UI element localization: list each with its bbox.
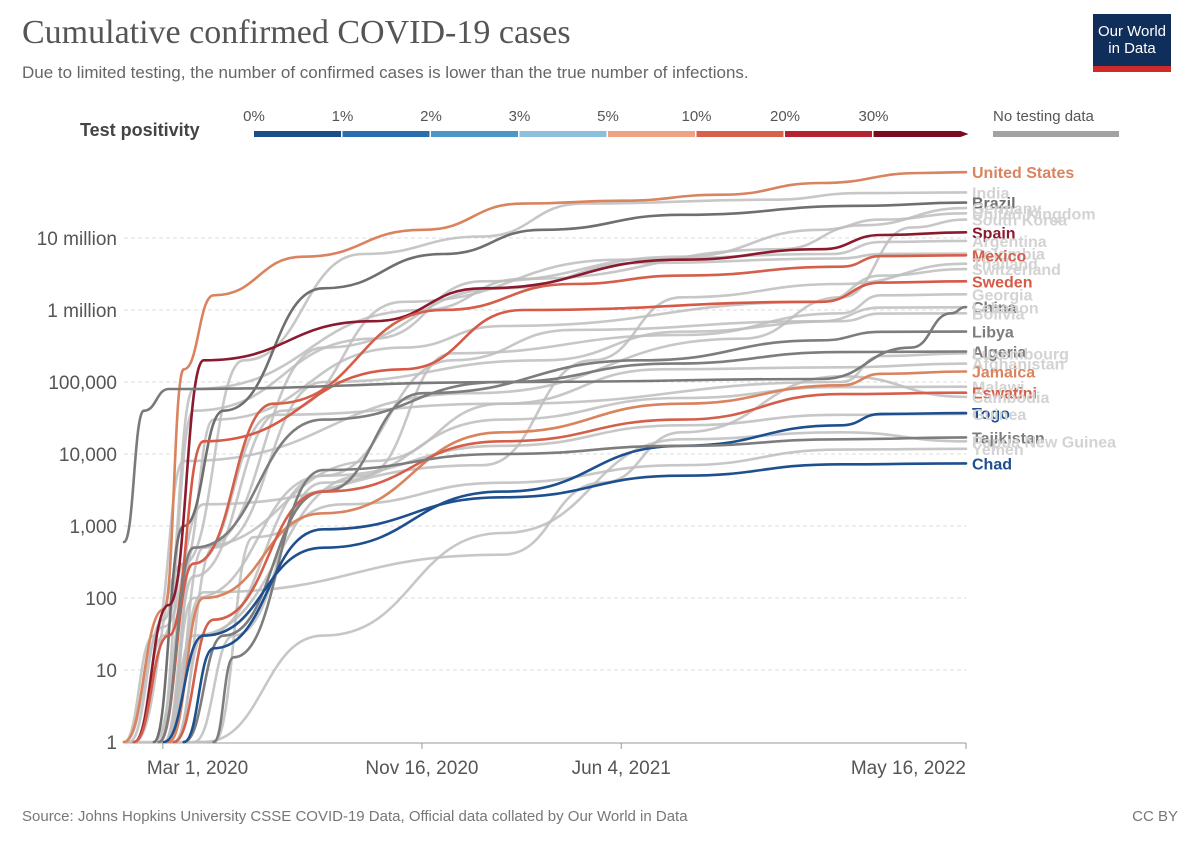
series-end-label[interactable]: Lebanon xyxy=(972,300,1039,317)
series-line[interactable] xyxy=(162,293,968,744)
y-tick-label: 1 xyxy=(106,733,117,754)
series-line[interactable] xyxy=(157,350,968,744)
legend-title: Test positivity xyxy=(80,120,200,140)
series-end-label[interactable]: Germany xyxy=(972,201,1041,218)
series-line[interactable] xyxy=(172,391,968,744)
series-end-label[interactable]: Colombia xyxy=(972,246,1045,263)
legend-tick-label: 30% xyxy=(858,108,888,125)
y-tick-label: 10,000 xyxy=(59,445,117,466)
series-line[interactable] xyxy=(212,436,968,744)
series-end-label[interactable]: Algeria xyxy=(972,345,1026,362)
y-tick-label: 100,000 xyxy=(48,373,117,394)
series-end-label[interactable]: Chad xyxy=(972,456,1012,473)
series-line[interactable] xyxy=(132,231,968,744)
series-end-label[interactable]: Brazil xyxy=(972,196,1016,213)
logo-line-2: in Data xyxy=(1108,40,1156,57)
series-end-label[interactable]: Sweden xyxy=(972,274,1032,291)
x-tick-label: May 16, 2022 xyxy=(851,758,966,779)
series-end-label[interactable]: Libya xyxy=(972,325,1014,342)
legend-swatch[interactable] xyxy=(431,131,518,137)
legend-tick-label: 10% xyxy=(681,108,711,125)
series-end-label[interactable]: United States xyxy=(972,165,1074,182)
series-line[interactable] xyxy=(152,201,968,744)
series-end-label[interactable]: Thailand xyxy=(972,257,1038,274)
series-line[interactable] xyxy=(132,212,968,744)
series-line[interactable] xyxy=(162,306,968,744)
series-end-label[interactable]: India xyxy=(972,185,1009,202)
source-note[interactable]: Source: Johns Hopkins University CSSE CO… xyxy=(22,808,688,825)
license-label[interactable]: CC BY xyxy=(1132,808,1178,825)
series-end-label[interactable]: Tajikistan xyxy=(972,430,1045,447)
series-end-label[interactable]: Luxembourg xyxy=(972,346,1069,363)
series-end-label[interactable]: United Kingdom xyxy=(972,206,1096,223)
legend-swatch[interactable] xyxy=(873,131,961,137)
series-end-label[interactable]: China xyxy=(972,300,1017,317)
x-axis: Mar 1, 2020 Nov 16, 2020 Jun 4, 2021 May 16… xyxy=(124,742,967,779)
y-tick-label: 10 million xyxy=(37,229,117,250)
series-end-label[interactable]: Jamaica xyxy=(972,364,1035,381)
series-line[interactable] xyxy=(122,170,968,744)
logo-line-1: Our World xyxy=(1097,23,1167,40)
series-line[interactable] xyxy=(192,447,968,744)
x-tick-label: Mar 1, 2020 xyxy=(147,758,248,779)
series-end-label[interactable]: Argentina xyxy=(972,234,1047,251)
series-end-label[interactable]: Malawi xyxy=(972,380,1024,397)
legend-swatch[interactable] xyxy=(519,131,607,137)
legend-swatch[interactable] xyxy=(608,131,695,137)
y-axis: 1 10 100 1,000 10,000 100,000 1 million 10 mill… xyxy=(37,229,117,754)
series-end-label[interactable]: Papua New Guinea xyxy=(972,434,1116,451)
x-tick-label: Jun 4, 2021 xyxy=(572,758,671,779)
series-line[interactable] xyxy=(177,431,968,744)
series-line[interactable] xyxy=(192,385,968,744)
series-end-label[interactable]: South Korea xyxy=(972,213,1067,230)
series-end-label[interactable]: Switzerland xyxy=(972,262,1061,279)
series-line[interactable] xyxy=(132,280,968,744)
legend-tick-label: 0% xyxy=(243,108,265,125)
chart-subtitle: Due to limited testing, the number of co… xyxy=(22,63,749,82)
series-end-label[interactable]: Guinea xyxy=(972,407,1026,424)
y-tick-label: 1 million xyxy=(47,301,117,322)
series-end-label[interactable]: Afghanistan xyxy=(972,357,1064,374)
series-end-label[interactable]: Bolivia xyxy=(972,306,1025,323)
series-line[interactable] xyxy=(122,305,968,544)
legend-tick-label: 1% xyxy=(332,108,354,125)
series-end-label[interactable]: Cambodia xyxy=(972,390,1049,407)
y-tick-label: 10 xyxy=(96,661,117,682)
owid-logo[interactable]: Our World in Data xyxy=(1093,14,1171,72)
y-tick-label: 1,000 xyxy=(69,517,117,538)
legend-swatch[interactable] xyxy=(342,131,430,137)
series-line[interactable] xyxy=(167,370,968,744)
series-end-label[interactable]: Eswatini xyxy=(972,386,1037,403)
series-end-label[interactable]: Togo xyxy=(972,406,1010,423)
series-end-label[interactable]: Spain xyxy=(972,225,1016,242)
legend-no-data-label: No testing data xyxy=(993,108,1095,125)
legend-swatch[interactable] xyxy=(696,131,784,137)
series-line[interactable] xyxy=(182,462,968,744)
series-end-label[interactable]: Mexico xyxy=(972,248,1026,265)
series-line[interactable] xyxy=(157,254,968,744)
series-end-label[interactable]: Yemen xyxy=(972,442,1024,459)
series-line[interactable] xyxy=(182,330,968,744)
series-lines[interactable] xyxy=(122,170,968,744)
series-end-label[interactable]: Georgia xyxy=(972,287,1033,304)
legend-tick-label: 5% xyxy=(597,108,619,125)
series-line[interactable] xyxy=(152,362,968,744)
chart-title: Cumulative confirmed COVID-19 cases xyxy=(22,14,571,51)
x-tick-label: Nov 16, 2020 xyxy=(365,758,478,779)
legend-swatch[interactable] xyxy=(254,131,341,137)
legend-no-data-swatch[interactable] xyxy=(993,131,1119,137)
series-line[interactable] xyxy=(162,411,968,744)
series-line[interactable] xyxy=(132,191,968,744)
legend-tick-label: 2% xyxy=(420,108,442,125)
legend-tick-label: 20% xyxy=(770,108,800,125)
color-legend: 0% 1% 2% 3% 5% 10% 20% 30% No testing data xyxy=(243,108,1119,137)
legend-arrow-icon xyxy=(960,131,969,137)
y-tick-label: 100 xyxy=(85,589,117,610)
legend-swatch[interactable] xyxy=(785,131,872,137)
legend-tick-label: 3% xyxy=(509,108,531,125)
